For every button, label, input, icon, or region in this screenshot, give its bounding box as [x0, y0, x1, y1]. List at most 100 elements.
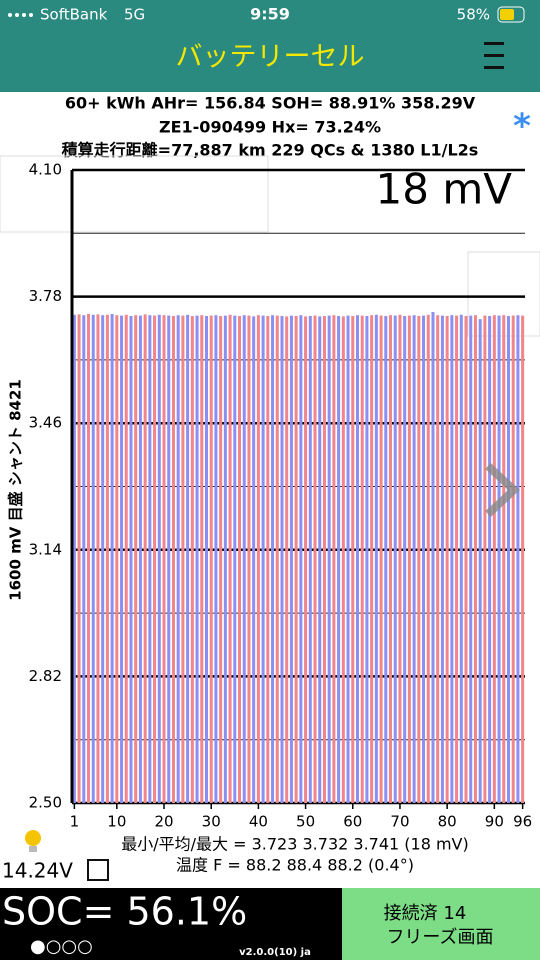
cell-bar — [488, 315, 492, 803]
cell-bar — [360, 315, 364, 803]
cell-bar — [238, 315, 242, 803]
cell-bar — [157, 314, 161, 803]
cell-bar — [124, 314, 128, 803]
freeze-button[interactable]: 接続済 14 フリーズ画面 — [342, 888, 540, 960]
cell-bar — [322, 315, 326, 803]
cell-bar — [219, 315, 223, 803]
x-tick-label: 10 — [107, 813, 126, 831]
cell-bar — [105, 314, 109, 803]
cell-bar — [110, 314, 114, 803]
calendar-icon[interactable] — [87, 859, 109, 881]
x-tick-label: 40 — [249, 813, 268, 831]
cell-bar — [304, 316, 308, 803]
x-tick-label: 80 — [438, 813, 457, 831]
cell-bar — [115, 315, 119, 803]
cell-bar — [214, 315, 218, 803]
x-tick-label: 30 — [202, 813, 221, 831]
signal-icon — [15, 13, 19, 17]
cell-bar — [242, 315, 246, 803]
cell-bar — [355, 315, 359, 803]
cell-bar — [327, 315, 331, 803]
cell-bar — [280, 315, 284, 803]
cell-bar — [200, 315, 204, 803]
cell-bar — [511, 315, 515, 803]
signal-icon — [22, 13, 26, 17]
cell-bar — [492, 315, 496, 803]
spread-label: 18 mV — [376, 165, 513, 214]
page-dots: ●○○○ — [30, 936, 93, 957]
signal-icon — [29, 13, 33, 17]
settings-asterisk[interactable]: * — [513, 107, 531, 147]
cell-bar — [167, 315, 171, 803]
stats-line: 最小/平均/最大 = 3.723 3.732 3.741 (18 mV) — [121, 835, 469, 854]
x-tick-label: 90 — [485, 813, 504, 831]
cell-bar — [271, 315, 275, 803]
cell-bar — [459, 314, 463, 803]
cell-bar — [455, 315, 459, 803]
cell-bar — [473, 315, 477, 803]
bulb-icon[interactable] — [25, 830, 41, 846]
cell-bar — [374, 314, 378, 803]
cell-bar — [186, 314, 190, 803]
cell-bar — [450, 315, 454, 803]
cell-bar — [469, 315, 473, 803]
cell-bar — [313, 315, 317, 803]
cell-bar — [332, 315, 336, 803]
cell-bar — [412, 315, 416, 803]
cell-bar — [379, 315, 383, 803]
cell-bar — [346, 315, 350, 803]
cell-bar — [190, 315, 194, 803]
cell-bar — [228, 314, 232, 803]
battery-level — [500, 9, 514, 20]
cell-bar — [351, 315, 355, 803]
cell-bar — [82, 315, 86, 803]
bulb-base — [29, 846, 37, 852]
cell-bar — [483, 315, 487, 803]
cell-bar — [176, 315, 180, 803]
menu-button[interactable] — [484, 42, 504, 69]
info-line: 積算走行距離=77,887 km 229 QCs & 1380 L1/L2s — [61, 141, 479, 160]
cell-bar — [506, 315, 510, 803]
cell-bar — [195, 315, 199, 803]
cell-chart: 2.50 2.82 3.14 3.46 3.78 4.10 1 10 20 30 40 50 60 70 8… — [29, 161, 533, 831]
stats-line: 温度 F = 88.2 88.4 88.2 (0.4°) — [176, 856, 414, 875]
cell-bar — [341, 316, 345, 803]
signal-icon — [8, 13, 12, 17]
cell-bar — [393, 315, 397, 803]
cell-bar — [143, 314, 147, 803]
cell-bar — [181, 315, 185, 803]
x-tick-label: 1 — [70, 813, 80, 831]
screen-title: バッテリーセル — [176, 42, 365, 73]
cell-bar — [91, 314, 95, 803]
cell-bar — [389, 315, 393, 803]
cell-bar — [370, 315, 374, 803]
y-tick-label: 3.46 — [29, 414, 62, 432]
cell-bar — [252, 316, 256, 803]
cell-bar — [478, 319, 482, 803]
cell-bar — [153, 315, 157, 803]
cell-bar — [308, 315, 312, 803]
battery-percent: 58% — [457, 6, 490, 24]
info-line: ZE1-090499 Hx= 73.24% — [159, 118, 381, 137]
x-tick-label: 60 — [343, 813, 362, 831]
cell-bar — [171, 315, 175, 803]
battery-icon — [497, 6, 525, 23]
voltage: 14.24V — [2, 859, 73, 883]
next-chevron[interactable] — [485, 463, 520, 517]
cell-bar — [431, 312, 435, 803]
cell-bar — [436, 315, 440, 803]
cell-bar — [129, 315, 133, 803]
cell-bar — [407, 315, 411, 803]
menu-line — [484, 42, 504, 45]
x-tick-label: 96 — [513, 813, 532, 831]
menu-line — [484, 54, 504, 57]
cell-bar — [516, 315, 520, 803]
cell-bar — [403, 315, 407, 803]
cell-bar — [87, 314, 91, 803]
cell-bar — [77, 314, 81, 803]
cell-bar — [365, 315, 369, 803]
cell-bar — [138, 315, 142, 803]
cell-bar — [120, 315, 124, 803]
cell-bar — [285, 316, 289, 803]
